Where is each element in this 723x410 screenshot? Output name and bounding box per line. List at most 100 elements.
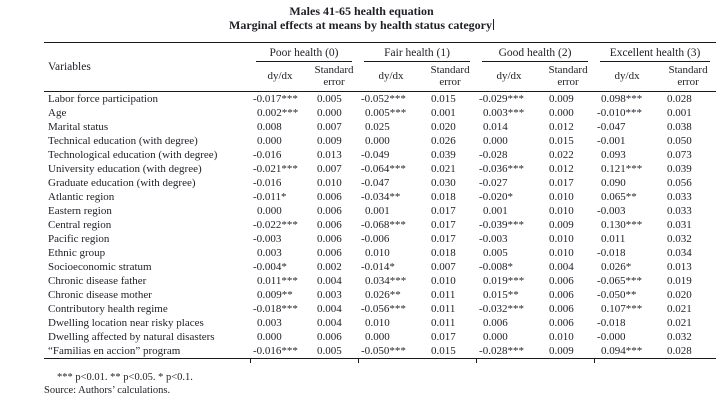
dydx-value: -0.027 bbox=[479, 177, 508, 189]
dydx-header: dy/dx bbox=[358, 62, 425, 92]
variable-label: Age bbox=[48, 107, 67, 119]
dydx-value: -0.008* bbox=[479, 261, 513, 273]
source-note: Source: Authors’ calculations. bbox=[44, 385, 171, 396]
dydx-value: 0.011 bbox=[601, 233, 626, 245]
standard-error-value: 0.017 bbox=[431, 233, 456, 245]
table-row: Socioeconomic stratum -0.004* 0.002 -0.014*… bbox=[44, 260, 716, 274]
title-line-2: Marginal effects at means by health stat… bbox=[229, 18, 492, 32]
variable-label: Dwelling affected by natural disasters bbox=[48, 331, 215, 343]
standard-error-value: 0.017 bbox=[431, 219, 456, 231]
standard-error-value: 0.006 bbox=[549, 317, 574, 329]
text-cursor bbox=[492, 19, 494, 30]
dydx-value: 0.001 bbox=[365, 205, 390, 217]
standard-error-value: 0.018 bbox=[431, 191, 456, 203]
variable-label: “Familias en accion” program bbox=[44, 344, 250, 359]
standard-error-value: 0.011 bbox=[431, 317, 456, 329]
table-row: Chronic disease father 0.011*** 0.004 0.034… bbox=[44, 274, 716, 288]
standard-error-value: 0.001 bbox=[431, 107, 456, 119]
standard-error-value: 0.006 bbox=[549, 275, 574, 287]
dydx-value: 0.003*** bbox=[483, 107, 525, 119]
dydx-value: -0.032*** bbox=[479, 303, 524, 315]
dydx-value: -0.006 bbox=[361, 233, 390, 245]
standard-error-value: 0.018 bbox=[431, 247, 456, 259]
dydx-value: 0.000 bbox=[365, 135, 390, 147]
dydx-value: 0.034*** bbox=[365, 275, 407, 287]
dydx-value: -0.021*** bbox=[253, 163, 298, 175]
standard-error-value: 0.004 bbox=[317, 317, 342, 329]
dydx-value: -0.052*** bbox=[361, 93, 406, 105]
standard-error-value: 0.000 bbox=[549, 107, 574, 119]
dydx-value: 0.015** bbox=[483, 289, 519, 301]
standard-error-value: 0.013 bbox=[317, 149, 342, 161]
dydx-value: 0.121*** bbox=[601, 163, 643, 175]
standard-error-value: 0.004 bbox=[317, 275, 342, 287]
dydx-value: -0.029*** bbox=[479, 93, 524, 105]
table-row: Marital status 0.008 0.007 0.025 0.020 0.014 0… bbox=[44, 120, 716, 134]
dydx-value: 0.065** bbox=[601, 191, 637, 203]
standard-error-value: 0.011 bbox=[431, 289, 456, 301]
standard-error-value: 0.010 bbox=[549, 247, 574, 259]
standard-error-value: 0.013 bbox=[667, 261, 692, 273]
dydx-value: -0.003 bbox=[479, 233, 508, 245]
table-row: Technical education (with degree) 0.000 0.… bbox=[44, 134, 716, 148]
standard-error-value: 0.032 bbox=[667, 233, 692, 245]
standard-error-value: 0.001 bbox=[667, 107, 692, 119]
standard-error-value: 0.022 bbox=[549, 149, 574, 161]
table-row: Contributory health regime -0.018*** 0.004… bbox=[44, 302, 716, 316]
dydx-value: 0.005 bbox=[483, 247, 508, 259]
significance-note: *** p<0.01. ** p<0.05. * p<0.1. bbox=[57, 372, 193, 383]
standard-error-value: 0.021 bbox=[667, 317, 692, 329]
standard-error-value: 0.021 bbox=[667, 303, 692, 315]
header-sub-row: dy/dx Standard error dy/dx Standard error dy… bbox=[44, 62, 717, 92]
dydx-value: -0.003 bbox=[253, 233, 282, 245]
table-row: Eastern region 0.000 0.006 0.001 0.017 0.001 0… bbox=[44, 204, 716, 218]
standard-error-value: 0.015 bbox=[431, 93, 456, 105]
standard-error-value: 0.032 bbox=[667, 331, 692, 343]
standard-error-value: 0.011 bbox=[431, 303, 456, 315]
standard-error-value: 0.012 bbox=[549, 163, 574, 175]
standard-error-header: Standard error bbox=[542, 62, 595, 92]
dydx-value: 0.098*** bbox=[601, 93, 643, 105]
group-header-0: Poor health (0) bbox=[250, 43, 358, 62]
group-header-2: Good health (2) bbox=[476, 43, 594, 62]
dydx-value: -0.011* bbox=[253, 191, 287, 203]
dydx-value: 0.008 bbox=[257, 121, 282, 133]
dydx-value: 0.002*** bbox=[257, 107, 299, 119]
dydx-value: -0.010*** bbox=[597, 107, 642, 119]
table-row: Ethnic group 0.003 0.006 0.010 0.018 0.005 0.0… bbox=[44, 246, 716, 260]
dydx-value: -0.036*** bbox=[479, 163, 524, 175]
standard-error-value: 0.039 bbox=[431, 149, 456, 161]
dydx-value: 0.094*** bbox=[594, 344, 661, 359]
standard-error-value: 0.009 bbox=[549, 219, 574, 231]
table-footnotes: *** p<0.01. ** p<0.05. * p<0.1. Source: … bbox=[44, 371, 193, 397]
dydx-value: 0.000 bbox=[365, 331, 390, 343]
standard-error-value: 0.019 bbox=[667, 275, 692, 287]
dydx-value: 0.006 bbox=[483, 317, 508, 329]
dydx-value: -0.047 bbox=[361, 177, 390, 189]
standard-error-value: 0.007 bbox=[317, 121, 342, 133]
dydx-value: 0.025 bbox=[365, 121, 390, 133]
table-row: “Familias en accion” program -0.016*** 0.0… bbox=[44, 344, 717, 359]
standard-error-value: 0.039 bbox=[667, 163, 692, 175]
standard-error-value: 0.010 bbox=[549, 331, 574, 343]
variable-label: Technical education (with degree) bbox=[48, 135, 198, 147]
standard-error-value: 0.009 bbox=[549, 93, 574, 105]
standard-error-header: Standard error bbox=[310, 62, 359, 92]
dydx-value: 0.003 bbox=[257, 247, 282, 259]
table-row: Pacific region -0.003 0.006 -0.006 0.017 -0.0… bbox=[44, 232, 716, 246]
standard-error-value: 0.030 bbox=[431, 177, 456, 189]
standard-error-value: 0.012 bbox=[549, 121, 574, 133]
table-row: Graduate education (with degree) -0.016 0.… bbox=[44, 176, 716, 190]
variable-label: Socioeconomic stratum bbox=[48, 261, 152, 273]
dydx-value: -0.056*** bbox=[361, 303, 406, 315]
dydx-value: 0.003 bbox=[257, 317, 282, 329]
dydx-value: 0.130*** bbox=[601, 219, 643, 231]
marginal-effects-table: Variables Poor health (0) Fair health (1)… bbox=[44, 42, 717, 359]
dydx-value: 0.010 bbox=[365, 317, 390, 329]
dydx-value: -0.018 bbox=[597, 247, 626, 259]
standard-error-value: 0.002 bbox=[317, 261, 342, 273]
dydx-value: 0.019*** bbox=[483, 275, 525, 287]
dydx-value: -0.001 bbox=[597, 135, 626, 147]
standard-error-value: 0.031 bbox=[667, 219, 692, 231]
dydx-value: 0.010 bbox=[365, 247, 390, 259]
